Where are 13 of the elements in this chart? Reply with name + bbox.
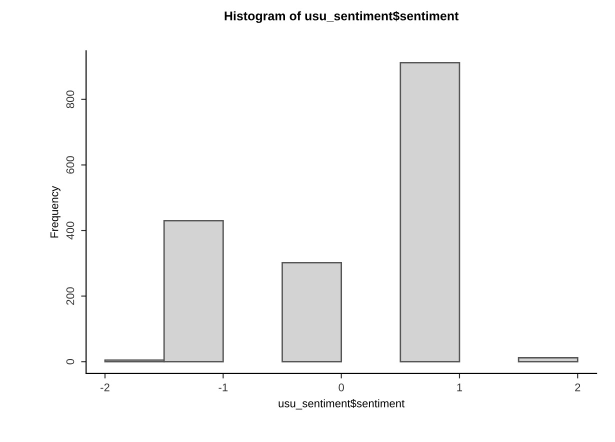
chart-title: Histogram of usu_sentiment$sentiment (224, 10, 459, 23)
x-tick-label: -1 (218, 384, 228, 392)
x-tick-label: 1 (457, 384, 462, 392)
y-axis-title: Frequency (50, 186, 60, 238)
x-axis-title: usu_sentiment$sentiment (278, 399, 405, 410)
x-tick-label: -2 (100, 384, 110, 392)
y-tick-label: 0 (66, 359, 74, 364)
y-tick-label: 200 (66, 287, 74, 305)
y-tick-label: 800 (66, 90, 74, 108)
x-tick-label: 2 (575, 384, 580, 392)
y-tick-label: 600 (66, 156, 74, 174)
x-tick-label: 0 (338, 384, 344, 392)
y-tick-label: 400 (66, 222, 74, 240)
